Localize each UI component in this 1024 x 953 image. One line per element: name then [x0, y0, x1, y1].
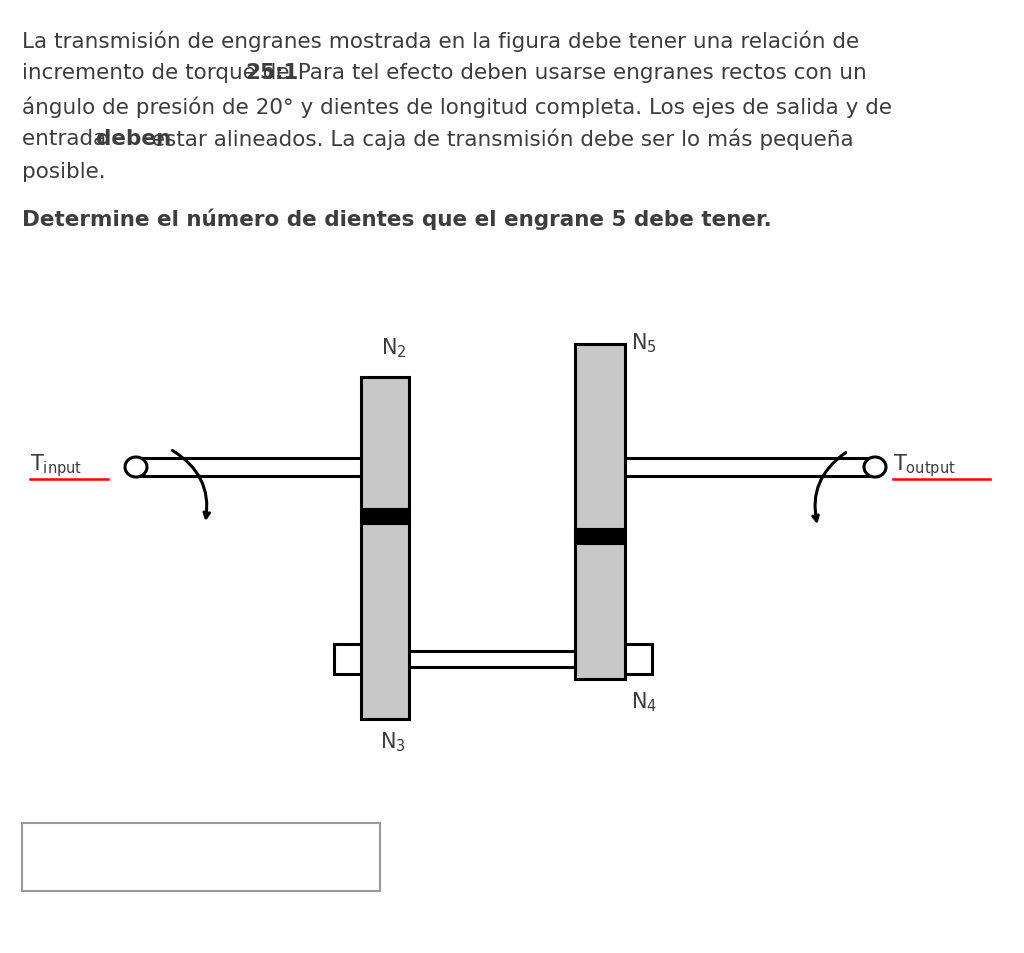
Ellipse shape	[864, 457, 886, 477]
Text: deben: deben	[96, 129, 172, 149]
Text: T$_{\mathregular{output}}$: T$_{\mathregular{output}}$	[893, 452, 955, 479]
Bar	[575, 345, 625, 530]
Bar	[22, 823, 380, 891]
Text: . Para tel efecto deben usarse engranes rectos con un: . Para tel efecto deben usarse engranes …	[285, 63, 867, 83]
Bar	[361, 377, 409, 510]
Bar	[575, 530, 625, 543]
Text: estar alineados. La caja de transmisión debe ser lo más pequeña: estar alineados. La caja de transmisión …	[145, 129, 854, 151]
Text: N$_{\mathregular{4}}$: N$_{\mathregular{4}}$	[631, 689, 657, 713]
Bar	[361, 523, 409, 720]
Text: N$_{\mathregular{2}}$: N$_{\mathregular{2}}$	[381, 336, 407, 359]
Text: posible.: posible.	[22, 162, 105, 182]
Text: N$_{\mathregular{5}}$: N$_{\mathregular{5}}$	[631, 331, 656, 355]
Text: incremento de torque de: incremento de torque de	[22, 63, 296, 83]
Text: La transmisión de engranes mostrada en la figura debe tener una relación de: La transmisión de engranes mostrada en l…	[22, 30, 859, 51]
Bar	[361, 510, 409, 523]
Ellipse shape	[125, 457, 147, 477]
Bar	[622, 644, 652, 675]
Text: Determine el número de dientes que el engrane 5 debe tener.: Determine el número de dientes que el en…	[22, 209, 772, 231]
Text: N$_{\mathregular{3}}$: N$_{\mathregular{3}}$	[380, 729, 406, 753]
Text: entrada: entrada	[22, 129, 113, 149]
Bar	[334, 644, 364, 675]
Text: 25:1: 25:1	[245, 63, 299, 83]
Text: ángulo de presión de 20° y dientes de longitud completa. Los ejes de salida y de: ángulo de presión de 20° y dientes de lo…	[22, 96, 892, 117]
Text: T$_{\mathregular{input}}$: T$_{\mathregular{input}}$	[30, 452, 82, 479]
Bar	[575, 543, 625, 679]
